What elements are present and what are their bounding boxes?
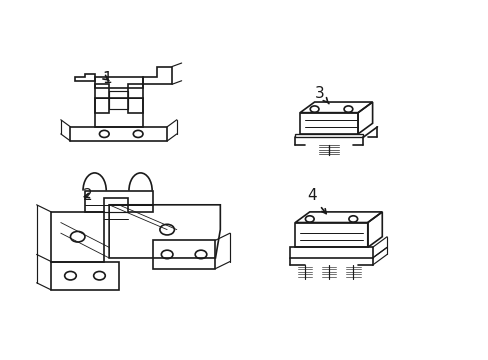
Text: 1: 1 — [102, 72, 111, 86]
Text: 2: 2 — [82, 188, 92, 203]
Text: 3: 3 — [314, 86, 328, 104]
Text: 4: 4 — [307, 188, 325, 213]
